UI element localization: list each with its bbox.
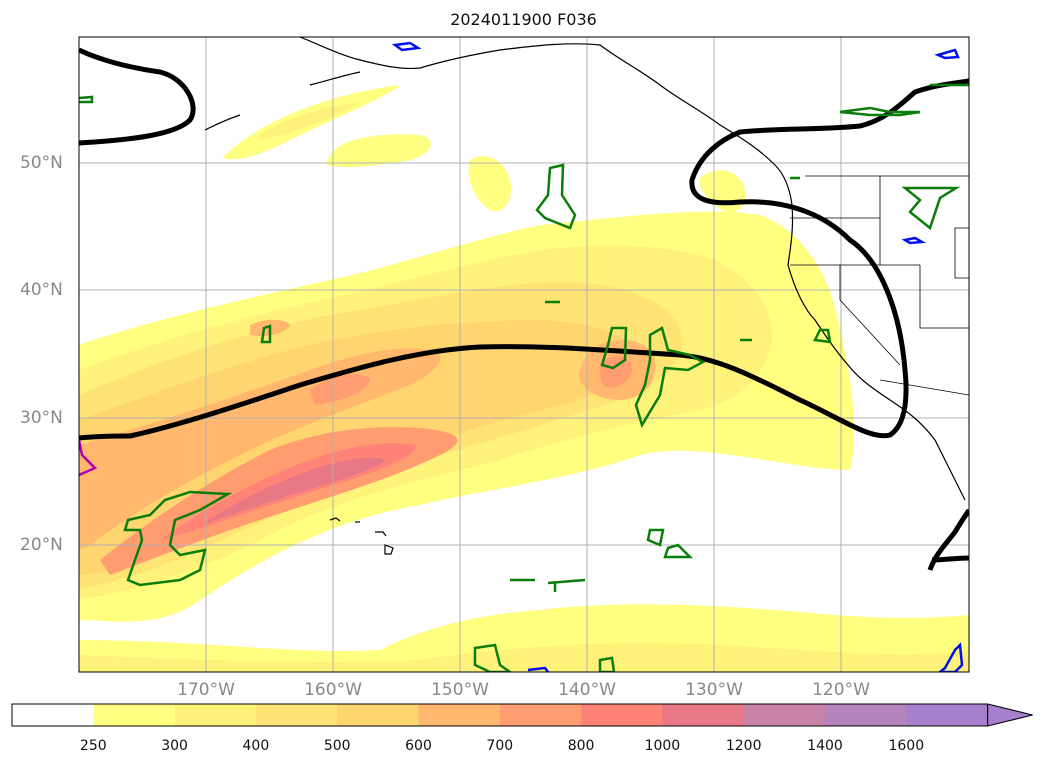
colorbar-segment (337, 704, 419, 726)
lon-label-130w: 130°W (685, 680, 743, 700)
colorbar-tick-label: 1000 (644, 738, 681, 754)
colorbar-tick-label: 700 (486, 738, 514, 754)
colorbar (11, 703, 1033, 727)
lat-label-40n: 40°N (20, 280, 63, 300)
colorbar-segment (255, 704, 338, 726)
blue-contour-lines (391, 41, 964, 672)
colorbar-tick-label: 250 (79, 738, 107, 754)
lat-label-20n: 20°N (20, 535, 63, 555)
map-frame (78, 36, 970, 673)
colorbar-segment (662, 704, 745, 726)
colorbar-segment (93, 704, 176, 726)
lon-label-170w: 170°W (177, 680, 235, 700)
map-plot-area (79, 37, 969, 672)
colorbar-segment (12, 704, 94, 726)
colorbar-tick-label: 1400 (807, 738, 843, 754)
lon-label-120w: 120°W (812, 680, 870, 700)
colorbar-extend-arrow (987, 703, 1033, 727)
lat-label-30n: 30°N (20, 408, 63, 428)
colorbar-segment (418, 704, 501, 726)
black-contour-lines (79, 47, 969, 571)
colorbar-tick-label: 800 (567, 738, 595, 754)
colorbar-segment (499, 704, 582, 726)
magenta-contour-line (79, 439, 98, 477)
map-title: 2024011900 F036 (450, 10, 597, 29)
lon-label-150w: 150°W (431, 680, 489, 700)
colorbar-tick-label: 400 (242, 738, 270, 754)
colorbar-tick-label: 300 (161, 738, 188, 754)
lat-label-50n: 50°N (20, 153, 63, 173)
colorbar-tick-label: 500 (323, 738, 351, 754)
colorbar-frame (11, 703, 989, 727)
colorbar-segment (906, 704, 989, 726)
gridlines (79, 37, 969, 672)
state-borders (790, 175, 969, 396)
lon-label-160w: 160°W (304, 680, 362, 700)
contour-1000 (200, 457, 385, 525)
contour-fill-layer (79, 85, 969, 672)
green-contour-lines (79, 83, 969, 672)
colorbar-segment (174, 704, 257, 726)
colorbar-tick-label: 1600 (888, 738, 925, 754)
colorbar-tick-label: 600 (405, 738, 432, 754)
colorbar-segment (825, 704, 907, 726)
contour-600 (79, 348, 441, 550)
colorbar-segment (743, 704, 826, 726)
colorbar-segment (581, 704, 663, 726)
lon-label-140w: 140°W (558, 680, 616, 700)
coastlines (204, 37, 966, 555)
colorbar-tick-label: 1200 (725, 738, 762, 754)
